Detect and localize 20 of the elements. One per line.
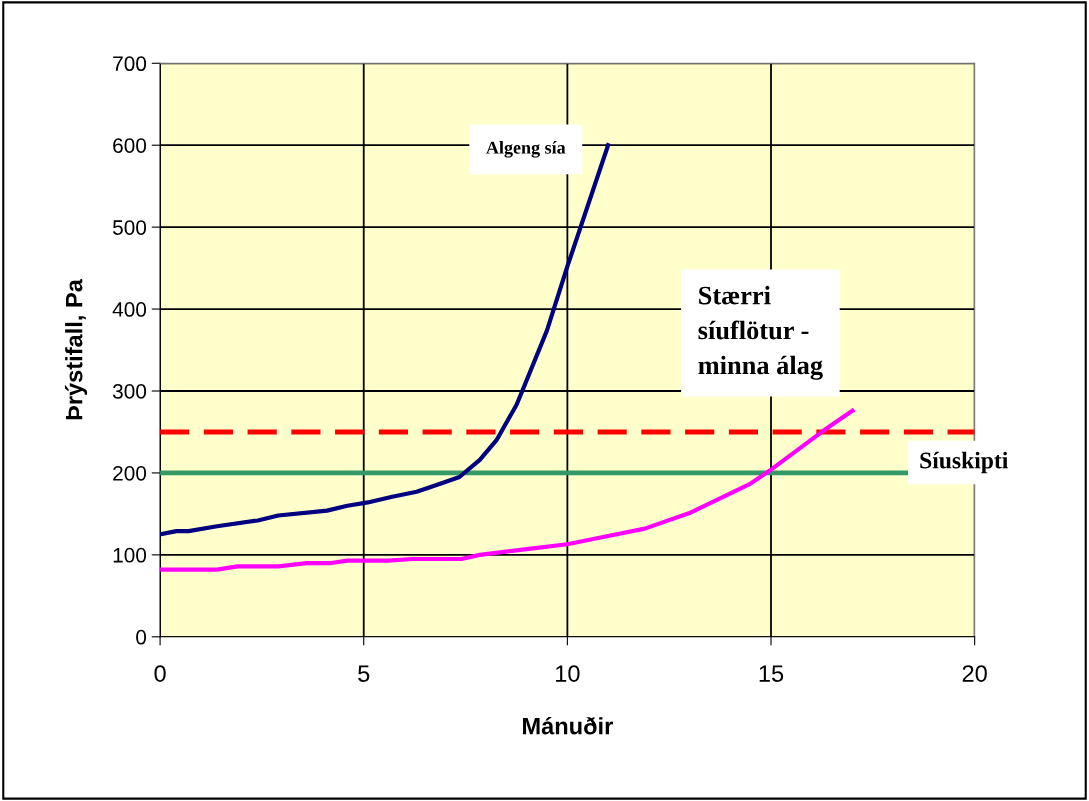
x-tick-label: 10 <box>556 665 580 682</box>
ref-line-label: Síuskipti <box>920 451 1009 474</box>
x-tick-label: 15 <box>759 665 784 682</box>
y-tick-label: 300 <box>112 384 147 399</box>
x-tick-label: 5 <box>358 665 370 682</box>
line-series <box>160 143 611 537</box>
y-tick-label: 0 <box>136 629 147 645</box>
line-series <box>160 408 855 572</box>
y-axis-title: Þrýstifall, Pa <box>64 279 88 420</box>
y-tick-label: 700 <box>113 56 147 72</box>
y-tick-label: 500 <box>112 220 147 235</box>
y-tick-label: 400 <box>112 302 147 317</box>
text: Algeng sía <box>486 141 566 158</box>
x-tick-label: 20 <box>962 665 987 682</box>
x-tick-label: 0 <box>154 665 166 682</box>
x-axis-title: Mánuðir <box>523 716 613 735</box>
series-label: Stærri síuflötur - minna álag <box>698 285 823 380</box>
y-tick-label: 100 <box>113 547 147 563</box>
y-tick-label: 600 <box>113 138 147 153</box>
y-tick-label: 200 <box>113 465 147 481</box>
